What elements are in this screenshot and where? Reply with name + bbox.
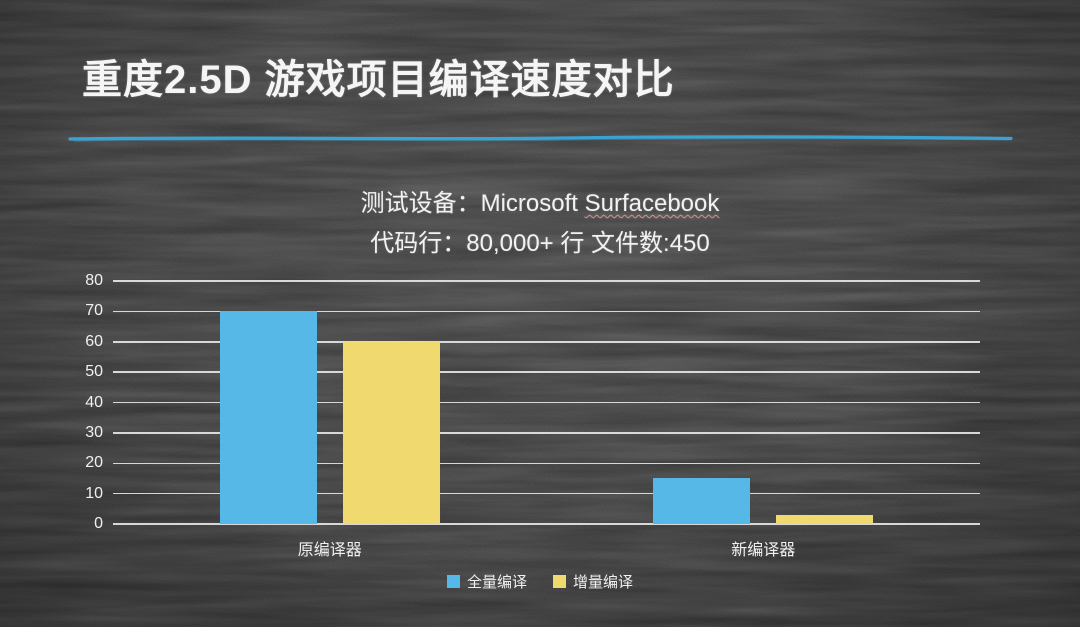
subtitle-block: 测试设备：Microsoft Surfacebook 代码行：80,000+ 行…: [0, 184, 1080, 264]
title-underline-path: [68, 135, 1013, 141]
subtitle-line-device: 测试设备：Microsoft Surfacebook: [0, 184, 1080, 224]
y-axis-tick-label: 40: [85, 393, 103, 411]
slide-title: 重度2.5D 游戏项目编译速度对比: [82, 58, 675, 102]
y-axis-tick-label: 0: [94, 515, 103, 532]
y-axis-tick-label: 10: [85, 484, 103, 502]
device-label: 测试设备：Microsoft: [360, 190, 585, 217]
legend-label: 增量编译: [573, 574, 634, 591]
gridline-70: [113, 310, 980, 313]
legend-label: 全量编译: [466, 574, 527, 591]
title-underline-ghost-path: [73, 137, 1009, 142]
gridline-20: [113, 462, 980, 464]
legend-item: 增量编译: [553, 571, 633, 592]
gridline-30: [113, 432, 980, 434]
y-axis-tick-label: 20: [85, 454, 103, 472]
gridline-80: [113, 280, 980, 282]
device-name-spellchecked: Surfacebook: [584, 190, 720, 217]
gridline-0: [113, 523, 980, 525]
legend-swatch: [446, 575, 460, 588]
chart-legend: 全量编译 增量编译: [0, 571, 1080, 592]
x-axis-category-label: 原编译器: [297, 542, 362, 559]
x-axis-category-label: 新编译器: [731, 542, 796, 559]
y-axis-tick-label: 50: [85, 363, 103, 381]
legend-item: 全量编译: [446, 571, 527, 592]
y-axis-tick-label: 80: [85, 272, 103, 289]
bar-全量编译-原编译器: [219, 311, 317, 524]
gridline-60: [113, 341, 980, 343]
y-axis-tick-label: 70: [85, 302, 103, 320]
gridline-10: [113, 492, 980, 495]
legend-swatch: [553, 575, 566, 588]
y-axis-tick-label: 30: [85, 423, 103, 441]
plot-area: 0 10 20 30 40 50 60 70 80 原编译器 新编译器: [85, 272, 980, 559]
bar-全量编译-新编译器: [653, 478, 751, 524]
subtitle-line-code-stats: 代码行：80,000+ 行 文件数:450: [370, 230, 710, 257]
bar-增量编译-新编译器: [776, 514, 874, 524]
y-axis-tick-label: 60: [85, 332, 103, 350]
bar-增量编译-原编译器: [342, 341, 440, 524]
gridline-40: [113, 401, 980, 404]
gridline-50: [113, 371, 980, 373]
